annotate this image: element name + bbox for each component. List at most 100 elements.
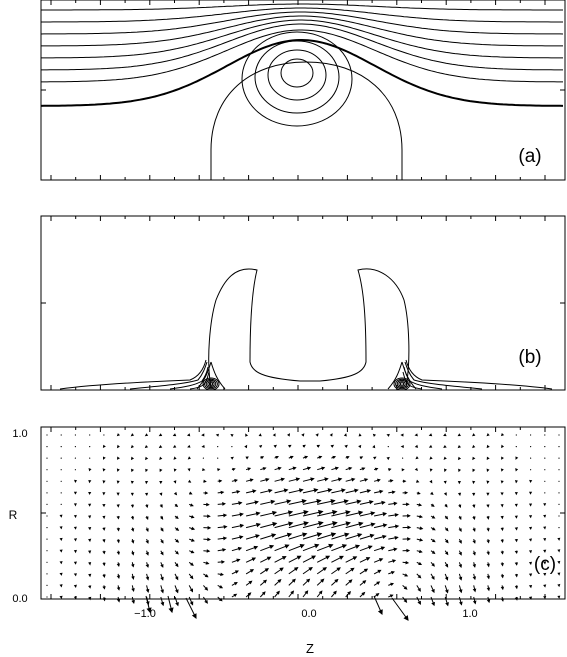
vector-arrowhead [528,515,533,519]
vector-arrowhead [401,468,405,472]
vector-arrowhead [218,597,223,602]
vector-arrowhead [443,444,447,448]
vector-arrowhead [543,514,547,518]
contour-knot-edge [387,361,403,390]
vector-arrowhead [173,456,177,460]
contour-knot [395,378,409,390]
vector-arrowhead [230,456,234,460]
vector-arrowhead [324,477,329,482]
vector-arrowhead [73,573,77,577]
vector-arrowhead [146,607,152,614]
vector-arrowhead [382,534,387,539]
vector-arrowhead [131,600,135,604]
panel-b: (b) [40,215,566,391]
vector-dot [74,469,76,471]
vector-arrowhead [431,588,435,594]
vector-arrowhead [190,550,195,554]
vector-arrowhead [158,444,163,449]
vector-arrowhead [218,479,223,483]
vector-arrowhead [444,503,448,508]
vector-arrowhead [543,572,547,577]
vector-arrowhead [472,480,476,485]
vector-arrowhead [73,584,77,588]
vector-arrowhead [189,575,194,580]
vector-arrowhead [322,567,328,572]
vector-arrowhead [406,548,411,553]
vector-dot [544,469,546,471]
vector-arrowhead [363,568,369,573]
vector-dot [544,480,546,482]
vector-dot [217,446,219,448]
vector-arrowhead [418,549,423,554]
vector-dot [387,446,389,448]
vector-arrowhead [174,503,179,508]
vector-arrowhead [73,514,77,519]
vector-arrowhead [272,433,276,437]
vector-arrowhead [201,444,205,448]
contour-knot-edge [196,361,212,390]
vector-arrowhead [557,572,561,576]
vector-arrowhead [145,551,149,556]
vector-dot [89,457,91,459]
vector-dot [46,492,48,494]
vector-arrowhead [262,579,268,584]
vector-arrowhead [145,504,149,509]
vector-dot [530,457,532,459]
vector-arrowhead [348,466,353,471]
vector-arrowhead [172,444,177,448]
vector-arrowhead [287,433,291,437]
vector-arrowhead [191,613,197,619]
vector-arrowhead [245,433,249,437]
vector-arrowhead [557,549,561,553]
vector-arrowhead [258,444,263,449]
vector-arrowhead [443,480,447,485]
panel-a: (a) [40,0,566,181]
vector-arrowhead [206,502,210,507]
vector-arrowhead [377,569,382,574]
vector-arrowhead [248,580,253,585]
contour-knot [396,379,408,389]
vector-arrowhead [370,511,376,516]
vector-arrowhead [272,510,278,516]
vector-arrowhead [351,477,356,482]
vector-arrowhead [486,516,490,520]
vector-arrowhead [486,599,491,604]
vector-arrowhead [232,467,236,472]
contour-knot [207,381,215,387]
z-tick-label-neg1: −1.0 [134,608,156,620]
vector-arrowhead [345,510,351,515]
vector-arrowhead [239,512,244,517]
vector-arrowhead [204,491,209,495]
vector-arrowhead [144,433,149,437]
vector-arrowhead [144,444,149,449]
vector-arrowhead [116,444,120,449]
contour-knot [398,381,406,387]
vector-arrowhead [159,504,163,508]
vector-arrowhead [343,499,349,504]
vector-arrow [391,597,409,621]
vector-arrowhead [315,433,319,437]
vector-arrowhead [417,600,421,605]
vector-arrowhead [339,555,344,560]
panel-a-ticks [41,0,565,180]
vector-arrowhead [382,523,388,528]
vector-arrowhead [332,521,338,527]
vector-arrowhead [283,488,289,493]
vector-arrowhead [223,513,228,518]
vector-arrowhead [205,561,210,565]
vector-arrowhead [444,515,449,520]
vector-arrowhead [175,602,179,607]
vector-arrowhead [486,480,490,485]
vector-arrowhead [472,492,476,497]
vector-arrowhead [175,563,179,568]
vector-arrowhead [386,433,390,437]
vector-arrowhead [458,516,462,521]
vector-arrowhead [377,609,383,616]
vector-arrowhead [159,468,163,473]
vector-arrowhead [472,444,476,449]
vector-arrowhead [318,509,324,515]
vector-arrowhead [543,503,547,507]
vector-arrowhead [486,504,490,508]
vector-dot [46,550,48,552]
